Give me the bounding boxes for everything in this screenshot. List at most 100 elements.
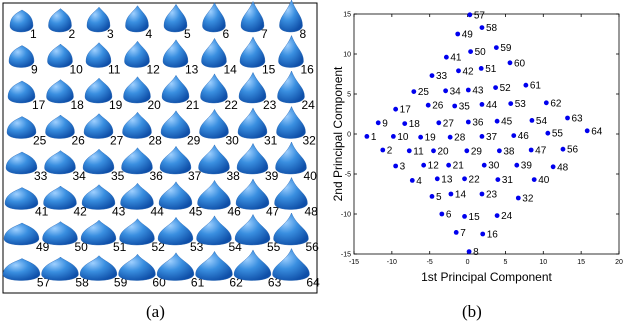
deformed-shape [234, 213, 271, 246]
scatter-point [425, 102, 431, 108]
scatter-point [429, 194, 435, 199]
scatter-point [545, 130, 551, 136]
scatter-point-label: 15 [469, 212, 481, 223]
shape-index-label: 42 [73, 205, 87, 219]
deformed-shape [274, 176, 308, 210]
scatter-point-label: 17 [400, 105, 412, 116]
shape-index-label: 35 [111, 169, 125, 183]
deformed-shape [273, 212, 309, 246]
scatter-point-label: 36 [472, 118, 484, 129]
scatter-point [531, 177, 537, 183]
scatter-point [436, 120, 442, 126]
shape-index-label: 15 [262, 63, 276, 77]
shape-index-label: 38 [226, 169, 240, 183]
deformed-shape [157, 216, 194, 246]
deformed-shape [3, 222, 40, 246]
deformed-shape [238, 71, 267, 104]
deformed-shape [86, 6, 111, 33]
scatter-point [380, 147, 386, 153]
shape-index-label: 28 [148, 134, 162, 148]
deformed-shape [235, 178, 270, 210]
scatter-point-label: 4 [416, 176, 422, 187]
y-tick-label: 15 [343, 12, 351, 19]
scatter-point-label: 47 [535, 146, 547, 157]
deformed-shape [279, 0, 303, 33]
scatter-point [447, 134, 453, 140]
scatter-point [409, 178, 415, 183]
scatter-point-label: 12 [428, 161, 440, 172]
scatter-point-label: 59 [500, 43, 512, 54]
scatter-point [434, 176, 440, 182]
scatter-point [411, 89, 417, 94]
scatter-point-label: 41 [450, 53, 462, 64]
shape-index-label: 37 [188, 169, 202, 183]
scatter-point-label: 28 [454, 133, 466, 144]
deformed-shape [196, 215, 232, 246]
scatter-point-label: 50 [475, 47, 487, 58]
scatter-point-label: 9 [382, 118, 388, 129]
scatter-point-label: 44 [486, 100, 498, 111]
scatter-point-label: 5 [436, 192, 442, 203]
deformed-shape [199, 108, 229, 139]
scatter-point-label: 43 [472, 86, 484, 97]
shape-index-label: 39 [265, 169, 279, 183]
x-tick-label: 10 [539, 259, 547, 266]
x-tick-label: 0 [466, 259, 470, 266]
shape-index-label: 32 [302, 134, 316, 148]
scatter-point-label: 51 [485, 64, 497, 75]
scatter-point-label: 33 [436, 71, 448, 82]
scatter-point [495, 177, 501, 183]
scatter-point [467, 12, 473, 18]
scatter-point-label: 26 [432, 101, 444, 112]
shape-index-label: 33 [34, 169, 48, 183]
deformed-shape [79, 255, 118, 281]
scatter-point [550, 164, 556, 170]
deformed-shape [202, 2, 226, 33]
deformed-shape [160, 110, 191, 139]
shape-index-label: 50 [74, 240, 88, 254]
scatter-point-label: 62 [550, 98, 562, 109]
scatter-point-label: 30 [488, 161, 500, 172]
scatter-point [479, 102, 485, 107]
scatter-point-label: 1 [371, 132, 377, 143]
scatter-point-label: 8 [473, 247, 479, 258]
shape-index-label: 51 [113, 240, 127, 254]
scatter-point-label: 14 [455, 190, 467, 201]
scatter-point [406, 148, 412, 154]
shape-index-label: 10 [69, 63, 83, 77]
scatter-point-label: 38 [503, 146, 515, 157]
scatter-point [431, 148, 436, 154]
deformed-shape [82, 148, 115, 175]
scatter-point-label: 45 [501, 117, 513, 128]
scatter-point-label: 56 [567, 145, 579, 156]
deformed-shape [276, 105, 306, 139]
scatter-point-label: 57 [474, 10, 486, 21]
scatter-point [421, 162, 427, 168]
y-tick-label: 0 [347, 132, 351, 139]
shape-index-label: 7 [261, 27, 268, 41]
deformed-shape [83, 113, 114, 139]
deformed-shape [9, 9, 34, 33]
scatter-point-label: 58 [486, 23, 498, 34]
shape-index-label: 9 [31, 63, 38, 77]
scatter-point [508, 101, 514, 106]
shape-index-label: 49 [36, 240, 50, 254]
shape-index-label: 13 [185, 63, 199, 77]
shape-index-label: 47 [266, 205, 280, 219]
scatter-point-label: 2 [387, 146, 393, 157]
scatter-point [481, 162, 487, 168]
deformed-shape [121, 147, 153, 175]
scatter-point [375, 120, 381, 126]
shape-index-label: 6 [223, 27, 230, 41]
deformed-shape [161, 74, 190, 104]
shape-index-label: 23 [263, 98, 277, 112]
shape-index-label: 21 [186, 98, 200, 112]
deformed-shape [47, 43, 73, 68]
scatter-point [429, 73, 435, 78]
shape-index-label: 30 [225, 134, 239, 148]
deformed-shape [7, 80, 36, 104]
scatter-point [393, 163, 399, 169]
scatter-point-label: 52 [500, 83, 512, 94]
deformed-shape [6, 116, 37, 139]
shape-index-label: 64 [306, 276, 320, 290]
